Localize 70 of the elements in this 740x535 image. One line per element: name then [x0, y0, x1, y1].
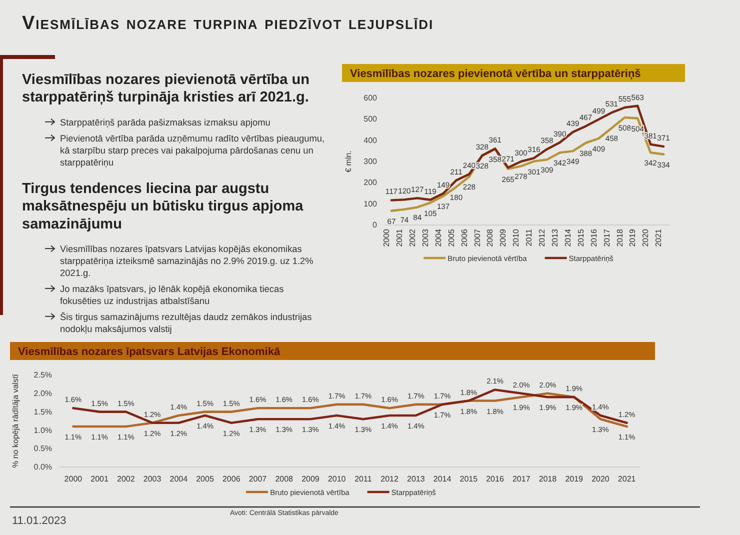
x-tick-label: 2003 [420, 228, 430, 247]
x-tick-label: 2013 [550, 228, 560, 247]
chart-title: Viesmīlības nozares īpatsvars Latvijas Ekonomikā [18, 346, 281, 358]
text: Šis tirgus samazinājums rezultējas daudz zemākos industrijas nodokļu maksājumos valstij [60, 310, 312, 334]
x-tick-label: 2012 [538, 228, 547, 247]
x-tick-label: 2011 [354, 474, 372, 484]
x-tick-label: 2005 [446, 228, 456, 247]
text: Viesmīlības nozares īpatsvars Latvijas kopējās ekonomikas starppatēriņa izteiksmē samazinājās no 2.9% 2019.g. uz 1.2% 2021.g. [60, 244, 314, 278]
chart-title: Viesmīlības nozares pievienotā vērtība un starppatēriņš [350, 68, 641, 80]
x-tick-label: 2008 [275, 474, 294, 484]
text: 11.01.2023 [12, 515, 66, 527]
x-tick-label: 2002 [408, 228, 417, 247]
x-tick-label: 2016 [486, 474, 504, 484]
x-tick-label: 2006 [222, 474, 241, 484]
y-tick-label: 1.5% [34, 407, 52, 416]
x-tick-label: 2004 [170, 474, 188, 484]
x-tick-label: 2009 [302, 474, 320, 484]
x-tick-label: 2021 [618, 474, 636, 484]
x-tick-label: 2015 [460, 474, 478, 484]
text: Viesmīlības nozare turpina piedzīvot lejupslīdi [22, 13, 434, 34]
y-tick-label: 0 [372, 220, 378, 230]
x-tick-label: 2021 [654, 228, 664, 247]
x-tick-label: 2014 [563, 228, 572, 247]
x-tick-label: 2010 [512, 228, 521, 247]
x-tick-label: 2011 [524, 228, 534, 246]
text: Pievienotā vērtība parāda uzņēmumu radīto vērtības pieaugumu, kā starpību starp preces vai pakalpojuma pārdošanas cenu un starppatēriņu [60, 133, 325, 168]
x-tick-label: 2009 [498, 228, 508, 247]
x-tick-label: 2006 [460, 228, 469, 247]
x-tick-label: 2018 [538, 474, 558, 484]
x-tick-label: 2000 [382, 228, 392, 247]
y-tick-label: 500 [364, 114, 378, 124]
x-tick-label: 2017 [602, 228, 612, 247]
y-tick-label: 0.5% [34, 444, 52, 454]
x-tick-label: 2013 [407, 474, 426, 484]
x-tick-label: 2002 [117, 474, 136, 484]
x-tick-label: 2020 [592, 474, 610, 484]
x-tick-label: 2019 [565, 474, 584, 484]
y-axis-title: % no kopējā rādītāja valstī [11, 373, 20, 468]
y-tick-label: 600 [364, 94, 378, 103]
text: Viesmīlības nozares pievienotā vērtība un starppatēriņš turpināja kristies arī 2021.g. [22, 72, 310, 106]
x-tick-label: 2018 [615, 228, 624, 247]
x-tick-label: 2003 [143, 474, 162, 484]
x-tick-label: 2017 [512, 474, 531, 484]
y-axis-title: € mln. [344, 150, 353, 172]
y-tick-label: 2.0% [34, 388, 52, 398]
x-tick-label: 2000 [64, 474, 83, 484]
y-tick-label: 100 [364, 199, 378, 208]
x-tick-label: 2001 [90, 474, 109, 484]
x-tick-label: 2008 [486, 228, 495, 247]
x-tick-label: 2010 [328, 474, 346, 484]
y-tick-label: 400 [364, 136, 378, 145]
x-tick-label: 2020 [641, 228, 650, 247]
y-tick-label: 0.0% [34, 462, 52, 472]
x-tick-label: 2016 [589, 228, 598, 247]
x-tick-label: 2004 [434, 228, 443, 247]
x-tick-label: 2007 [248, 474, 268, 484]
x-tick-label: 2014 [433, 474, 452, 484]
x-tick-label: 2015 [576, 228, 586, 247]
text: Starppatēriņš parāda pašizmaksas izmaksu apjomu [60, 117, 270, 128]
y-tick-label: 300 [364, 157, 378, 166]
x-tick-label: 2012 [380, 474, 399, 484]
text: Jo mazāks īpatsvars, jo lēnāk kopējā ekonomika tiecas fokusēties uz industrijas atbalstīšanu [60, 284, 284, 306]
x-tick-label: 2005 [196, 474, 214, 484]
text: Tirgus tendences liecina par augstu maksātnespēju un būtisku tirgus apjoma samazinājumu [22, 181, 304, 232]
y-tick-label: 200 [364, 178, 378, 188]
x-tick-label: 2019 [628, 228, 638, 247]
x-tick-label: 2001 [395, 228, 404, 247]
x-tick-label: 2007 [472, 228, 482, 247]
y-tick-label: 2.5% [34, 370, 52, 380]
y-tick-label: 1.0% [34, 426, 52, 435]
